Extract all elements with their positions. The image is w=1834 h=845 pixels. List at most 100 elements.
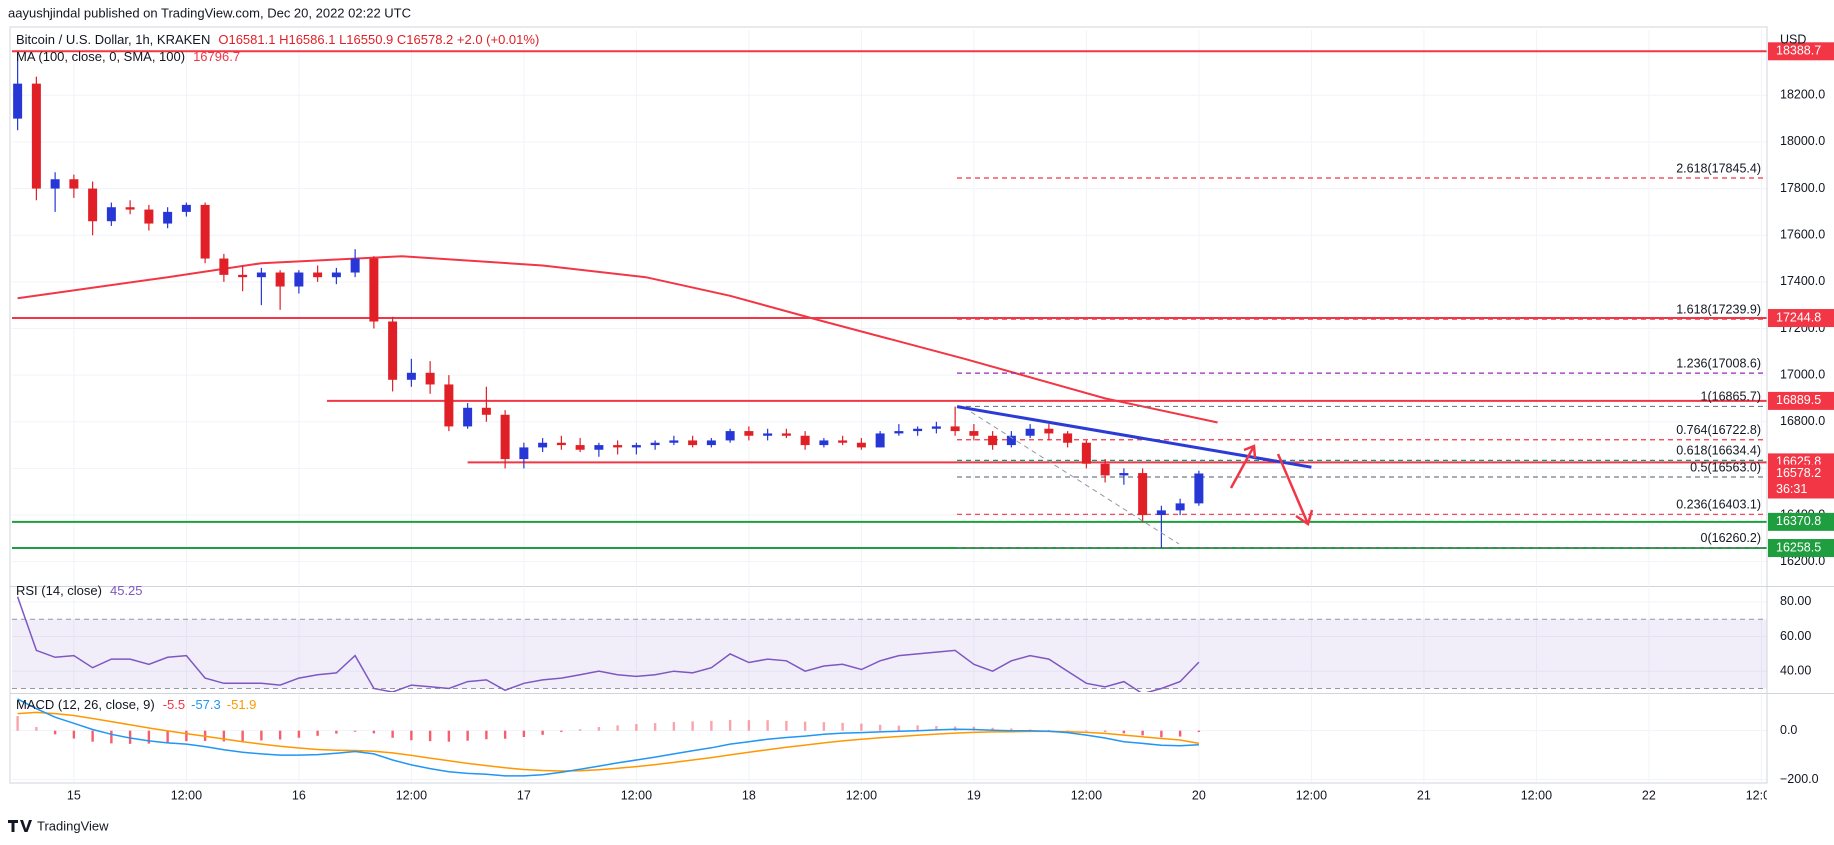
candle-body [1025, 428, 1035, 436]
histogram-bar [1103, 730, 1107, 732]
x-tick-label: 12:00 [171, 788, 202, 802]
histogram-bar [672, 722, 676, 731]
candle-body [838, 440, 848, 443]
candle-body [875, 433, 885, 448]
y-tick-label: 17000.0 [1780, 367, 1825, 381]
price-box-label: 16370.8 [1776, 514, 1821, 528]
candle-body [1119, 473, 1129, 476]
histogram-bar [447, 730, 451, 742]
candle-body [688, 440, 698, 446]
candle-body [856, 442, 866, 448]
candle-body [819, 440, 829, 446]
candle-body [88, 188, 98, 222]
histogram-bar [1047, 729, 1051, 731]
candle-body [200, 204, 210, 259]
fib-label: 0.236(16403.1) [1676, 498, 1761, 512]
candle-body [969, 431, 979, 436]
price-pane: 2.618(17845.4) 1.618(17239.9) 1.236(17008.… [12, 50, 1767, 550]
candle-body [500, 414, 510, 460]
price-box-label: 16889.5 [1776, 393, 1821, 407]
x-tick-label: 12:00 [1296, 788, 1327, 802]
candle-body [725, 431, 735, 441]
footer: TradingView [8, 818, 109, 833]
histogram-bar [1085, 730, 1088, 732]
macd-pane [16, 698, 1201, 777]
x-tick-label: 12:00 [846, 788, 877, 802]
fib-label: 0(16260.2) [1701, 531, 1761, 545]
candle-body [988, 435, 998, 446]
y-tick-label: 80.00 [1780, 594, 1811, 608]
rsi-value: 45.25 [110, 583, 143, 598]
histogram-bar [560, 730, 563, 732]
histogram-bar [241, 730, 244, 742]
rsi-legend: RSI (14, close) 45.25 [16, 583, 143, 598]
histogram-bar [278, 730, 282, 740]
candle-body [256, 272, 266, 278]
histogram-bar [991, 727, 994, 731]
histogram-bar [597, 727, 601, 731]
candle-body [950, 426, 960, 432]
rsi-band [12, 619, 1767, 689]
histogram-bar [297, 730, 301, 738]
axis-label: USD [1780, 32, 1806, 46]
publisher: aayushjindal published on TradingView.co… [8, 5, 411, 20]
ma-name: MA (100, close, 0, SMA, 100) [16, 49, 185, 64]
signal-line [17, 711, 1200, 772]
last-price: 16578.2 [1776, 466, 1821, 480]
fib-label: 1(16865.7) [1701, 390, 1761, 404]
macd-line [17, 698, 1199, 777]
candle-body [706, 440, 716, 446]
candle-body [669, 440, 679, 443]
candle-body [538, 442, 548, 448]
y-tick-label: 16800.0 [1780, 414, 1825, 428]
countdown: 36:31 [1776, 482, 1807, 496]
candle-body [556, 442, 566, 446]
y-tick-label: 60.00 [1780, 629, 1811, 643]
histogram-bar [16, 716, 19, 731]
frame [9, 26, 1834, 784]
arrow-up [1229, 444, 1257, 489]
histogram-bar [147, 730, 151, 744]
x-tick-label: 12:00 [621, 788, 652, 802]
histogram-bar [1122, 730, 1126, 734]
histogram-bar [841, 722, 844, 731]
price-box-label: 17244.8 [1776, 310, 1821, 324]
histogram-bar [747, 720, 751, 731]
histogram-bar [110, 730, 113, 744]
price-box-label: 18388.7 [1776, 44, 1821, 58]
candle-body [294, 272, 304, 287]
candle-body [181, 204, 191, 212]
candle-body [275, 272, 285, 287]
histogram-bar [897, 725, 901, 731]
histogram-bar [766, 720, 769, 731]
candle-body [481, 407, 491, 415]
candle-body [369, 258, 379, 322]
ma-line [17, 255, 1218, 424]
candle-body [631, 445, 641, 448]
x-tick-label: 15 [67, 788, 81, 802]
histogram-bar [503, 730, 507, 739]
x-axis: 15 12:00 16 12:00 17 12:00 18 12:00 19 12:00 20 12:… [67, 788, 1767, 802]
candle-body [781, 433, 791, 436]
histogram-bar [916, 725, 919, 731]
candle-body [931, 426, 941, 429]
histogram-bar [353, 730, 357, 732]
histogram-bar [1178, 730, 1182, 737]
histogram-bar [972, 726, 976, 731]
candle-body [613, 445, 623, 448]
candle-body [594, 445, 604, 450]
histogram-bar [935, 726, 938, 731]
histogram-bar [653, 723, 657, 731]
candle-body [1175, 503, 1185, 511]
x-tick-label: 20 [1192, 788, 1206, 802]
price-box [1768, 539, 1834, 558]
price-box [1768, 42, 1834, 61]
candle-body [331, 272, 341, 278]
x-tick-label: 18 [742, 788, 756, 802]
histogram-bar [822, 722, 826, 731]
histogram-bar [372, 730, 376, 734]
histogram-bar [803, 721, 807, 731]
trendline [956, 405, 1312, 469]
